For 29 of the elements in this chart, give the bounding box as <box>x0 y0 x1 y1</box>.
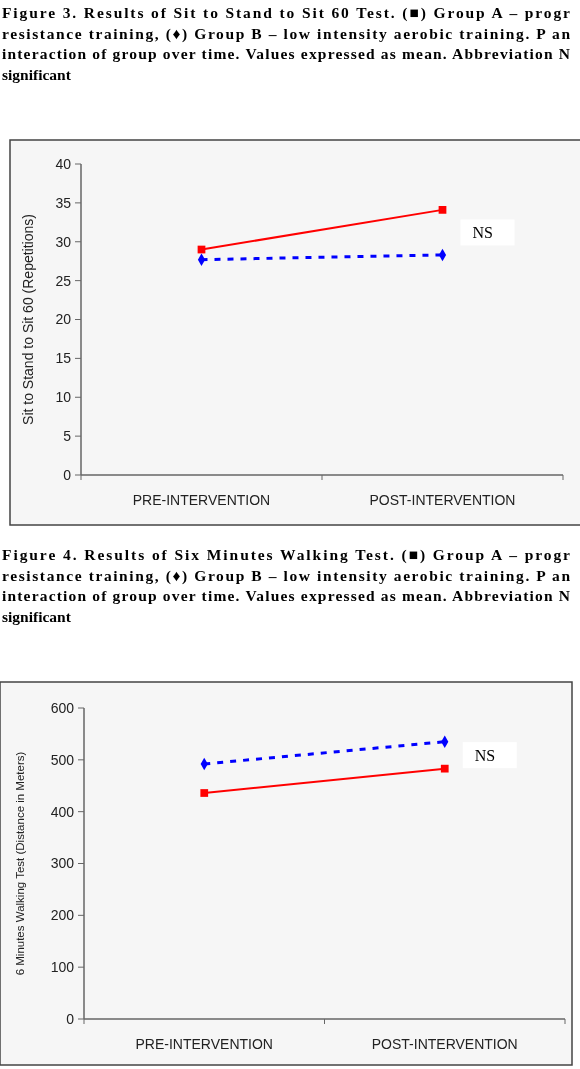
annotation: NS <box>472 224 493 242</box>
point <box>440 764 449 773</box>
y-tick-label: 5 <box>63 428 72 445</box>
y-tick-label: 20 <box>55 311 72 328</box>
y-tick-label: 15 <box>55 350 72 367</box>
point <box>200 789 209 797</box>
chart-title: Figure 3. Results of Sit to Stand to Sit 60 Test. (■) Group A – progr resistance training, (♦) Group B – low intensity aerobic training. P an interaction of group over time. Values expressed as mean. Abbreviation N significant <box>2 4 571 83</box>
annotation: NS <box>474 746 496 764</box>
x-tick-label: POST-INTERVENTION <box>369 492 516 508</box>
point <box>438 206 447 214</box>
chart-title: Figure 4. Results of Six Minutes Walking Test. (■) Group A – progr resistance training, (♦) Group B – low intensity aerobic training. P an interaction of group over time. Values expressed as mean. Abbreviation N significant <box>2 546 571 625</box>
y-tick-label: 30 <box>55 233 72 250</box>
y-tick-label: 25 <box>55 272 72 289</box>
x-tick-label: PRE-INTERVENTION <box>132 492 271 508</box>
x-tick-label: PRE-INTERVENTION <box>135 1036 273 1052</box>
y-tick-label: 10 <box>55 389 72 406</box>
y-tick-label: 35 <box>55 194 72 211</box>
y-axis-title: Sit to Stand to Sit 60 (Repetitions) <box>19 214 36 425</box>
y-tick-label: 500 <box>50 751 75 768</box>
y-tick-label: 300 <box>50 855 75 872</box>
y-tick-label: 100 <box>50 959 75 976</box>
y-axis-title: 6 Minutes Walking Test (Distance in Meters) <box>14 751 27 976</box>
y-tick-label: 0 <box>63 466 72 483</box>
x-tick-label: POST-INTERVENTION <box>371 1036 518 1052</box>
y-tick-label: 0 <box>66 1010 75 1027</box>
y-tick-label: 400 <box>50 803 75 820</box>
y-tick-label: 200 <box>50 907 75 924</box>
y-tick-label: 40 <box>55 155 72 172</box>
y-tick-label: 600 <box>50 699 75 716</box>
